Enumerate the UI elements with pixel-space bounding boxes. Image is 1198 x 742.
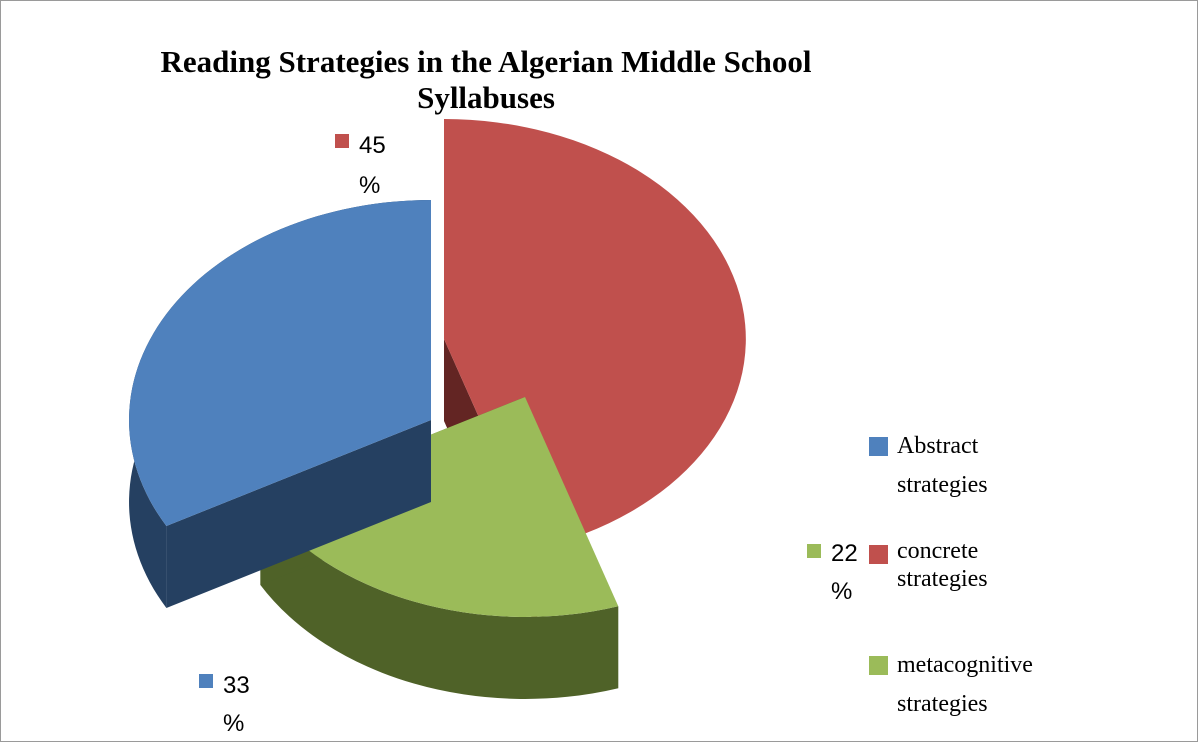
legend-label-abstract-line-1: Abstract bbox=[897, 433, 979, 459]
data-label-key-metacognitive bbox=[807, 544, 821, 558]
legend-item-metacognitive: metacognitive strategies bbox=[869, 652, 1033, 717]
legend-swatch-metacognitive bbox=[869, 656, 888, 675]
legend-label-abstract-line-2: strategies bbox=[897, 472, 988, 498]
chart-title-line-2: Syllabuses bbox=[417, 80, 555, 115]
data-label-metacognitive-percent: % bbox=[831, 578, 852, 605]
data-label-abstract-number: 33 bbox=[223, 672, 250, 699]
legend-label-concrete-line-1: concrete bbox=[897, 538, 978, 564]
data-label-key-concrete bbox=[335, 134, 349, 148]
legend-swatch-concrete bbox=[869, 545, 888, 564]
slice-top-metacognitive bbox=[260, 397, 619, 617]
slice-side-abstract-inner bbox=[166, 420, 431, 608]
chart-title-line-1: Reading Strategies in the Algerian Middl… bbox=[161, 44, 812, 79]
legend-label-metacognitive-line-1: metacognitive bbox=[897, 652, 1033, 678]
data-label-key-abstract bbox=[199, 674, 213, 688]
legend: Abstract strategies concrete strategies … bbox=[869, 433, 1033, 717]
pie-slice-abstract bbox=[129, 200, 432, 608]
legend-item-abstract: Abstract strategies bbox=[869, 433, 988, 498]
data-label-metacognitive-number: 22 bbox=[831, 540, 858, 567]
data-label-concrete-percent: % bbox=[359, 172, 380, 199]
legend-label-concrete-line-2: strategies bbox=[897, 566, 988, 592]
legend-item-concrete: concrete strategies bbox=[869, 538, 988, 592]
legend-label-metacognitive-line-2: strategies bbox=[897, 691, 988, 717]
slice-top-abstract bbox=[129, 200, 432, 526]
chart-title: Reading Strategies in the Algerian Middl… bbox=[161, 44, 812, 115]
data-label-abstract: 33 % bbox=[199, 672, 250, 737]
data-label-metacognitive: 22 % bbox=[807, 540, 858, 605]
legend-swatch-abstract bbox=[869, 437, 888, 456]
slice-side-metacognitive-outer bbox=[260, 503, 619, 699]
data-label-concrete: 45 % bbox=[335, 132, 386, 199]
data-label-concrete-number: 45 bbox=[359, 132, 386, 159]
